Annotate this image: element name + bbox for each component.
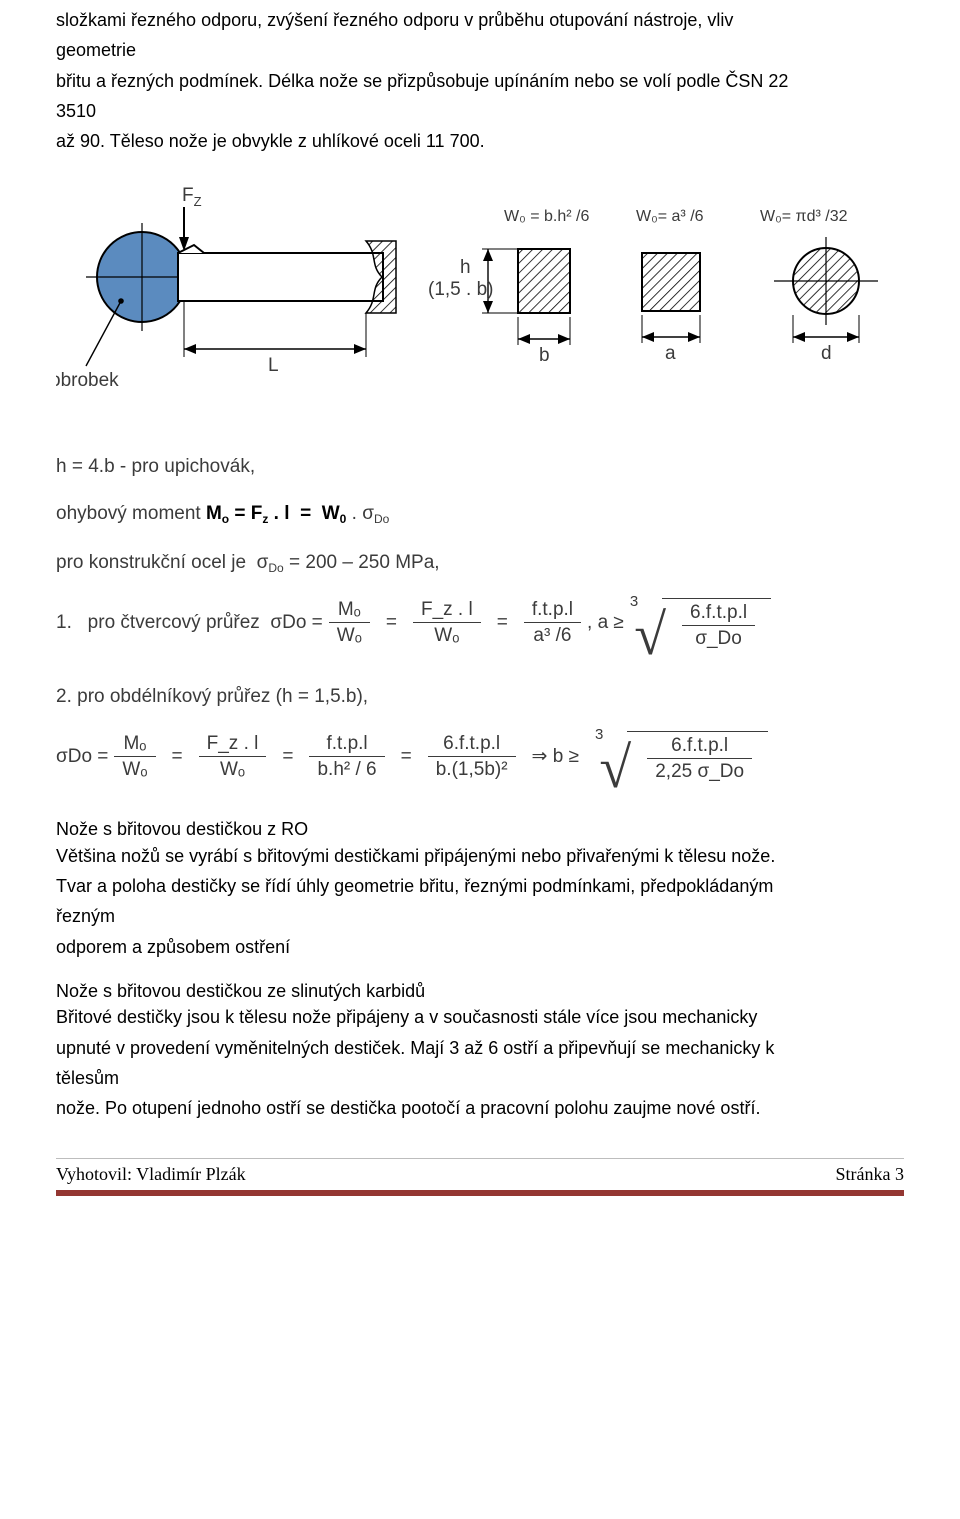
eq-w0-sq: W₀= a³ /6 (636, 208, 704, 225)
eq-h: h = 4.b - pro upichovák, (56, 454, 904, 480)
footer-author: Vyhotovil: Vladimír Plzák (56, 1164, 246, 1184)
eq-row-square: 1. pro čtvercový průřez σDo = MₒWₒ = F_z… (56, 598, 904, 648)
section-line: Břitové destičky jsou k tělesu nože přip… (56, 1005, 904, 1029)
section-title-ro: Nože s břitovou destičkou z RO (56, 817, 904, 841)
section-line: Tvar a poloha destičky se řídí úhly geom… (56, 874, 904, 898)
label-b: b (539, 345, 550, 366)
eq-row-rect: σDo = MₒWₒ = F_z . lWₒ = f.t.p.lb.h² / 6… (16, 731, 904, 781)
intro-line: složkami řezného odporu, zvýšení řezného… (56, 8, 904, 32)
section-line: upnuté v provedení vyměnitelných destiče… (56, 1036, 904, 1060)
page-footer: Vyhotovil: Vladimír Plzák Stránka 3 (56, 1158, 904, 1195)
footer-page: Stránka 3 (836, 1162, 904, 1186)
eq-moment: ohybový moment Mo = Fz . l = W0 . σDo (56, 501, 904, 527)
label-1-5b: (1,5 . b) (428, 279, 493, 300)
intro-line: břitu a řezných podmínek. Délka nože se … (56, 69, 904, 93)
section-rect (518, 249, 570, 313)
intro-line: 3510 (56, 99, 904, 123)
section-square (642, 253, 700, 311)
label-L: L (268, 355, 279, 376)
intro-line: až 90. Těleso nože je obvykle z uhlíkové… (56, 129, 904, 153)
eq-item2: 2. pro obdélníkový průřez (h = 1,5.b), (56, 684, 904, 710)
eq-sigma-range: pro konstrukční ocel je σDo = 200 – 250 … (56, 550, 904, 576)
label-d: d (821, 343, 832, 364)
section-line: Většina nožů se vyrábí s břitovými desti… (56, 844, 904, 868)
section-line: nože. Po otupení jednoho ostří se destič… (56, 1096, 904, 1120)
label-obrobek: obrobek (56, 370, 119, 391)
section-line: řezným (56, 904, 904, 928)
eq-w0-rect: W₀ = b.h² /6 (504, 208, 589, 225)
label-a: a (665, 343, 676, 364)
intro-line: geometrie (56, 38, 904, 62)
label-fz: FZ (182, 185, 202, 209)
section-line: tělesům (56, 1066, 904, 1090)
figure-tool-sections: FZ obrobek L (56, 181, 904, 417)
section-title-karbid: Nože s břitovou destičkou ze slinutých k… (56, 979, 904, 1003)
section-line: odporem a způsobem ostření (56, 935, 904, 959)
eq-w0-circ: W₀= πd³ /32 (760, 208, 848, 225)
tool-body (178, 241, 396, 313)
label-h: h (460, 257, 471, 278)
